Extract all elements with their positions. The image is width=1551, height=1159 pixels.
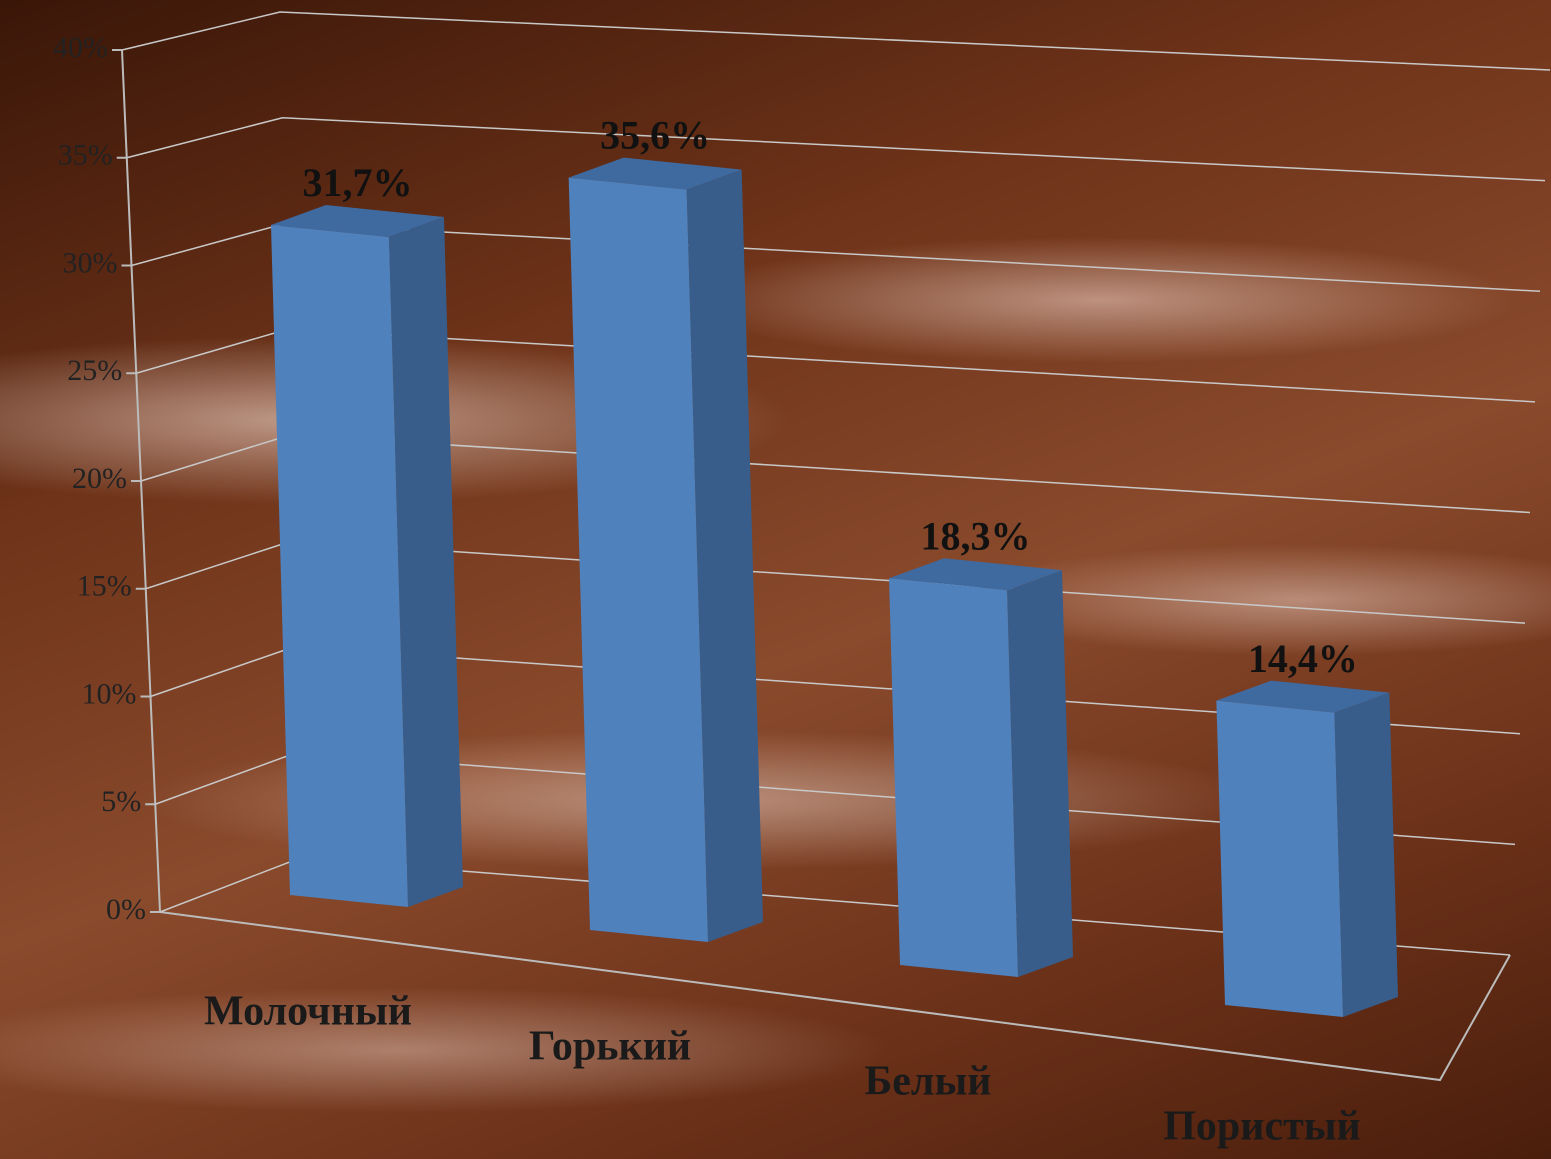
value-label: 35,6% xyxy=(600,113,710,158)
value-label: 18,3% xyxy=(921,513,1031,558)
y-tick-label: 0% xyxy=(106,893,146,926)
bar xyxy=(568,177,708,942)
bar-side xyxy=(1334,692,1398,1017)
bar xyxy=(1216,700,1343,1017)
bar-side xyxy=(388,217,463,907)
bar-top xyxy=(889,558,1063,591)
bar xyxy=(270,225,408,907)
bar-side xyxy=(686,169,763,942)
bar-top xyxy=(1216,680,1390,713)
y-tick-label: 5% xyxy=(101,785,141,818)
bar-top xyxy=(270,205,444,237)
y-tick-label: 30% xyxy=(63,246,118,279)
x-tick-label: Молочный xyxy=(204,989,412,1035)
floor-edge xyxy=(159,911,1511,1082)
y-tick-label: 10% xyxy=(82,677,137,710)
value-label: 14,4% xyxy=(1248,636,1358,681)
bar xyxy=(889,578,1018,977)
y-tick-label: 25% xyxy=(67,354,122,387)
grid-line xyxy=(126,116,1546,182)
x-tick-label: Пористый xyxy=(1163,1104,1361,1150)
bar-side xyxy=(1007,570,1073,977)
bar-top xyxy=(568,157,742,190)
value-label: 31,7% xyxy=(302,160,412,205)
y-tick-label: 20% xyxy=(72,462,127,495)
y-tick-label: 15% xyxy=(77,570,132,603)
x-tick-label: Белый xyxy=(865,1059,992,1105)
grid-line xyxy=(121,11,1551,71)
x-tick-label: Горький xyxy=(529,1024,691,1070)
y-tick-label: 35% xyxy=(58,139,113,172)
y-tick-label: 40% xyxy=(53,31,108,64)
